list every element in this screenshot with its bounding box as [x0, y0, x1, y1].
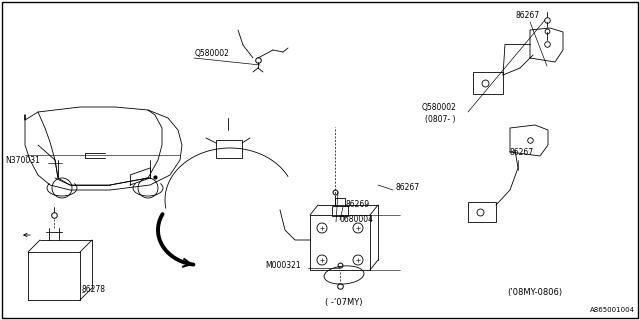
- Text: Q580002: Q580002: [195, 49, 230, 58]
- Text: (’08MY-0806): (’08MY-0806): [508, 288, 563, 297]
- Text: 86267: 86267: [510, 148, 534, 157]
- Bar: [473, 72, 503, 94]
- Text: 86278: 86278: [82, 285, 106, 294]
- Text: ( -’07MY): ( -’07MY): [325, 298, 363, 307]
- Text: A865001004: A865001004: [590, 307, 635, 313]
- Text: M000321: M000321: [265, 261, 301, 270]
- Text: Q580002: Q580002: [422, 103, 457, 112]
- Bar: [332, 206, 348, 216]
- Bar: [468, 202, 496, 222]
- Text: 86267: 86267: [515, 11, 539, 20]
- Text: 0680004: 0680004: [340, 215, 374, 224]
- Bar: [216, 140, 242, 158]
- Text: N370031: N370031: [5, 156, 40, 165]
- Text: (0807- ): (0807- ): [425, 115, 456, 124]
- Text: 86267: 86267: [395, 183, 419, 192]
- Text: 86269: 86269: [345, 200, 369, 209]
